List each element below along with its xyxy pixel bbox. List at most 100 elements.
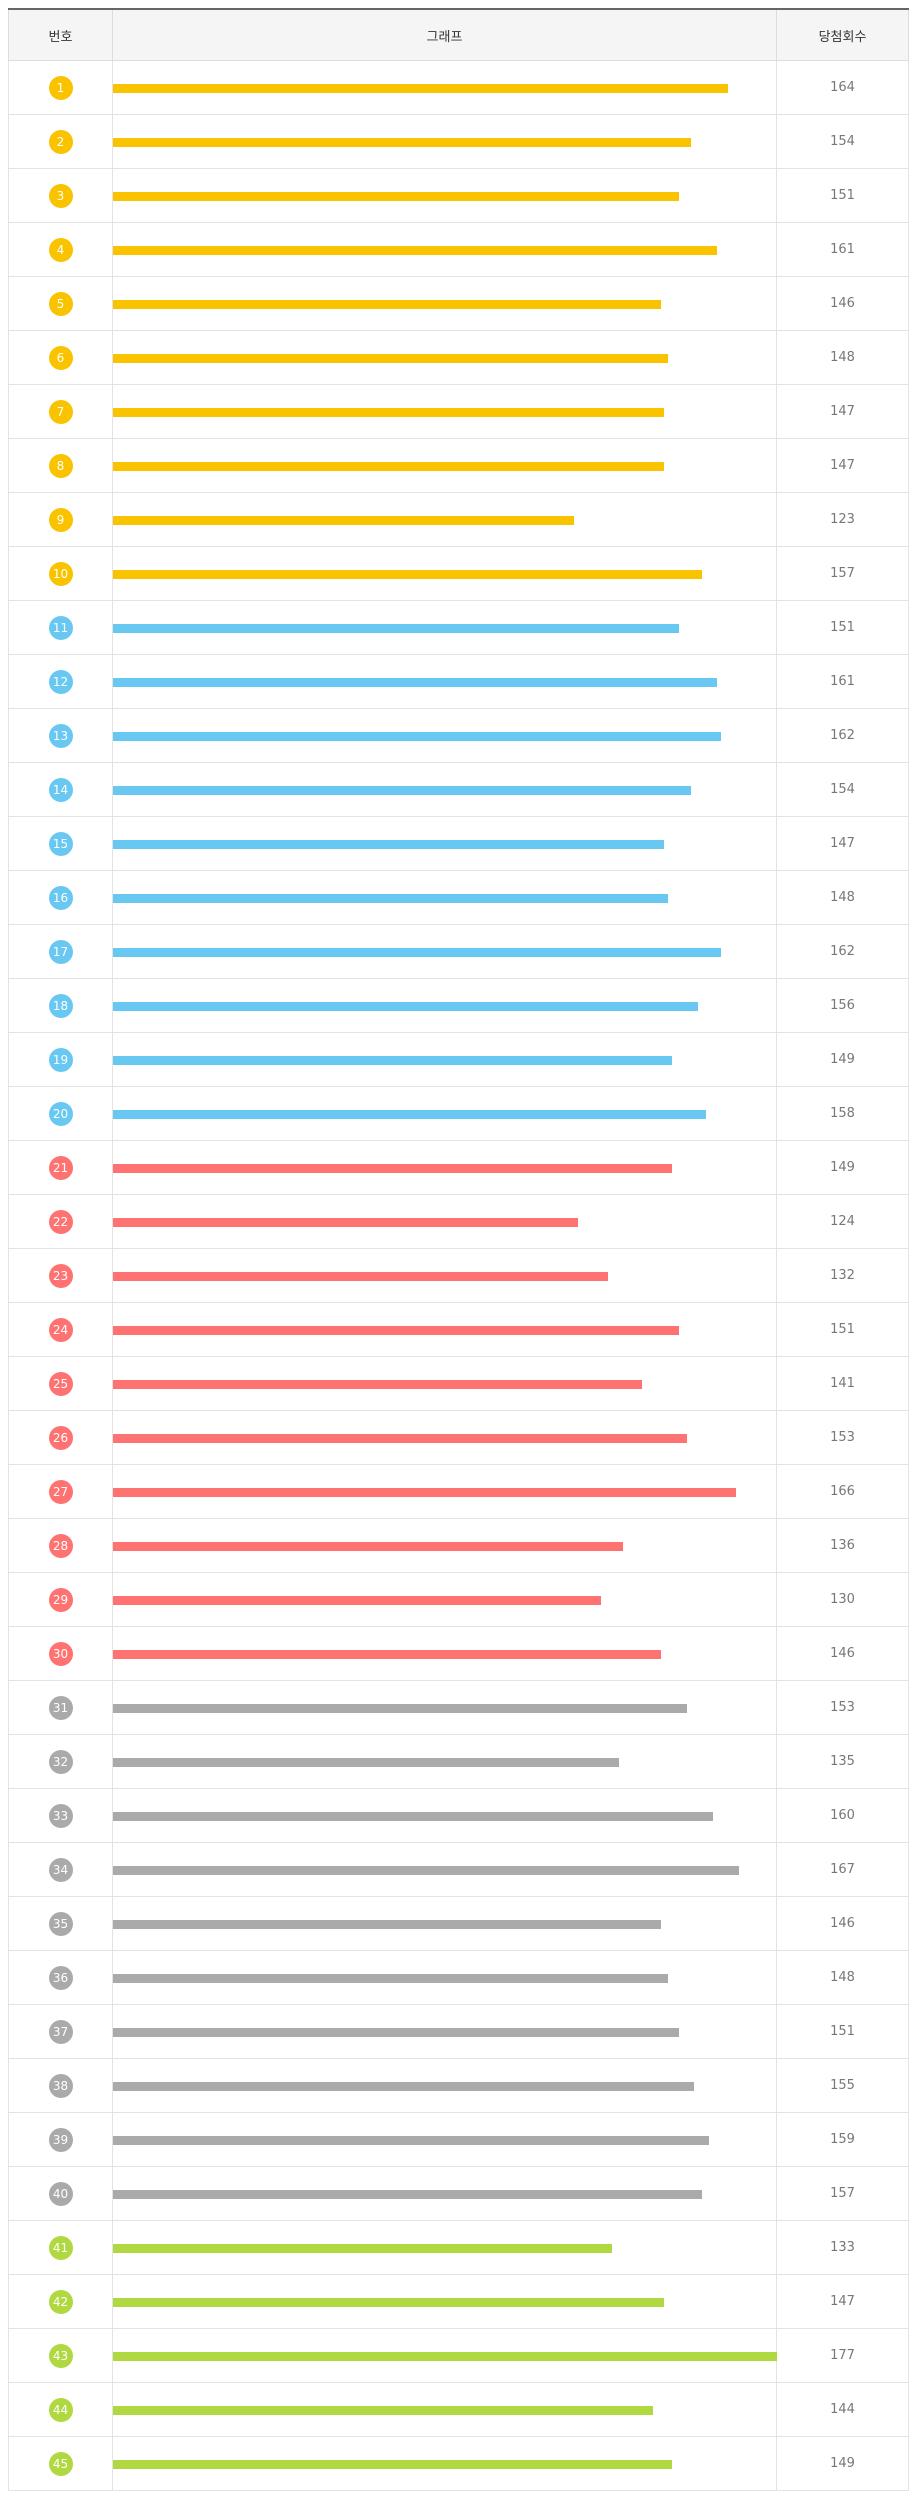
number-cell: 5	[8, 276, 113, 331]
frequency-bar	[113, 1487, 736, 1497]
count-value: 135	[776, 1734, 909, 1789]
count-value: 147	[776, 438, 909, 493]
number-cell: 29	[8, 1572, 113, 1627]
number-ball: 27	[48, 1479, 73, 1504]
graph-cell	[112, 708, 777, 763]
number-ball: 9	[48, 507, 73, 532]
table-row: 4 161	[8, 222, 909, 277]
number-cell: 6	[8, 330, 113, 385]
graph-cell	[112, 1896, 777, 1951]
frequency-bar	[113, 2405, 653, 2415]
number-cell: 1	[8, 60, 113, 115]
table-row: 18 156	[8, 978, 909, 1033]
frequency-bar	[113, 677, 717, 687]
number-ball: 31	[48, 1695, 73, 1720]
graph-cell	[112, 1356, 777, 1411]
table-row: 45 149	[8, 2436, 909, 2491]
table-row: 16 148	[8, 870, 909, 925]
frequency-bar	[113, 1703, 687, 1713]
count-value: 155	[776, 2058, 909, 2113]
graph-cell	[112, 1086, 777, 1141]
number-cell: 8	[8, 438, 113, 493]
table-row: 1 164	[8, 60, 909, 115]
number-ball: 8	[48, 453, 73, 478]
frequency-bar	[113, 1379, 642, 1389]
graph-cell	[112, 1302, 777, 1357]
graph-cell	[112, 1734, 777, 1789]
number-ball: 39	[48, 2127, 73, 2152]
number-cell: 33	[8, 1788, 113, 1843]
table-header-row: 번호 그래프 당첨회수	[8, 8, 909, 61]
count-value: 164	[776, 60, 909, 115]
graph-cell	[112, 492, 777, 547]
count-value: 154	[776, 114, 909, 169]
number-cell: 20	[8, 1086, 113, 1141]
number-ball: 16	[48, 885, 73, 910]
number-cell: 37	[8, 2004, 113, 2059]
frequency-bar	[113, 407, 664, 417]
count-value: 141	[776, 1356, 909, 1411]
frequency-bar	[113, 1325, 679, 1335]
number-cell: 3	[8, 168, 113, 223]
count-value: 149	[776, 1032, 909, 1087]
graph-cell	[112, 1194, 777, 1249]
count-value: 133	[776, 2220, 909, 2275]
number-ball: 28	[48, 1533, 73, 1558]
graph-cell	[112, 168, 777, 223]
graph-cell	[112, 762, 777, 817]
number-ball: 3	[48, 183, 73, 208]
count-value: 130	[776, 1572, 909, 1627]
graph-cell	[112, 2220, 777, 2275]
lotto-frequency-table: 번호 그래프 당첨회수 1 164 2 154 3 151 4 161 5 146 6 148 7 147…	[8, 8, 909, 2491]
count-value: 136	[776, 1518, 909, 1573]
count-value: 158	[776, 1086, 909, 1141]
frequency-bar	[113, 2459, 672, 2469]
graph-cell	[112, 2166, 777, 2221]
graph-cell	[112, 2328, 777, 2383]
graph-cell	[112, 1572, 777, 1627]
count-value: 151	[776, 168, 909, 223]
number-cell: 22	[8, 1194, 113, 1249]
table-row: 10 157	[8, 546, 909, 601]
number-cell: 2	[8, 114, 113, 169]
number-cell: 16	[8, 870, 113, 925]
number-ball: 34	[48, 1857, 73, 1882]
number-cell: 21	[8, 1140, 113, 1195]
frequency-bar	[113, 2081, 694, 2091]
count-value: 166	[776, 1464, 909, 1519]
table-row: 25 141	[8, 1356, 909, 1411]
frequency-bar	[113, 731, 721, 741]
graph-cell	[112, 1842, 777, 1897]
graph-cell	[112, 978, 777, 1033]
number-cell: 43	[8, 2328, 113, 2383]
frequency-bar	[113, 1541, 623, 1551]
count-value: 124	[776, 1194, 909, 1249]
number-ball: 25	[48, 1371, 73, 1396]
number-cell: 36	[8, 1950, 113, 2005]
graph-cell	[112, 924, 777, 979]
table-row: 23 132	[8, 1248, 909, 1303]
number-ball: 38	[48, 2073, 73, 2098]
frequency-bar	[113, 1595, 601, 1605]
count-value: 151	[776, 2004, 909, 2059]
count-value: 148	[776, 870, 909, 925]
count-value: 146	[776, 276, 909, 331]
number-cell: 15	[8, 816, 113, 871]
number-ball: 22	[48, 1209, 73, 1234]
graph-cell	[112, 1626, 777, 1681]
graph-cell	[112, 276, 777, 331]
table-row: 31 153	[8, 1680, 909, 1735]
count-value: 162	[776, 924, 909, 979]
number-cell: 4	[8, 222, 113, 277]
table-row: 35 146	[8, 1896, 909, 1951]
number-ball: 30	[48, 1641, 73, 1666]
count-value: 177	[776, 2328, 909, 2383]
number-cell: 9	[8, 492, 113, 547]
frequency-bar	[113, 353, 668, 363]
frequency-bar	[113, 137, 691, 147]
number-cell: 38	[8, 2058, 113, 2113]
frequency-bar	[113, 2135, 709, 2145]
table-row: 17 162	[8, 924, 909, 979]
number-cell: 34	[8, 1842, 113, 1897]
number-cell: 42	[8, 2274, 113, 2329]
